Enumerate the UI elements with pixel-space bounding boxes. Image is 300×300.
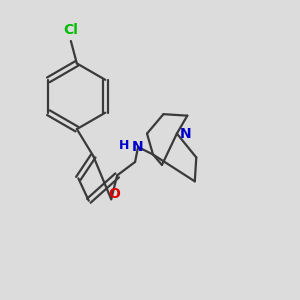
Text: H: H bbox=[118, 139, 129, 152]
Text: N: N bbox=[180, 127, 191, 141]
Text: N: N bbox=[132, 140, 144, 154]
Text: O: O bbox=[108, 187, 120, 201]
Text: Cl: Cl bbox=[63, 23, 78, 38]
